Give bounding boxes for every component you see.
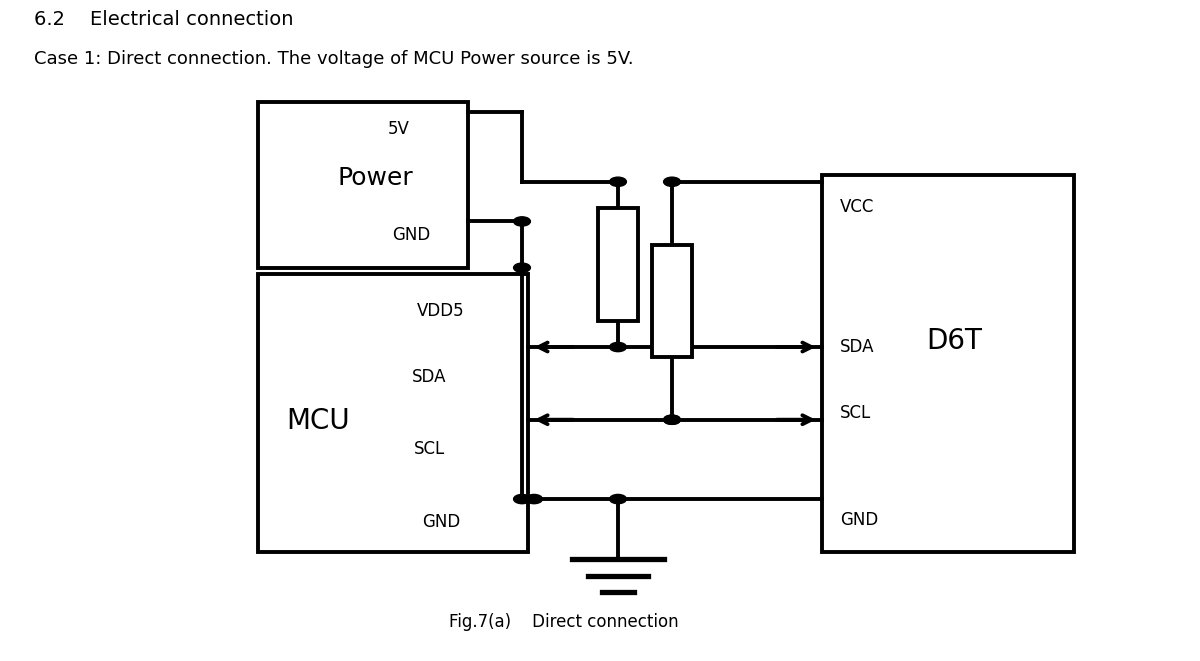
Text: GND: GND <box>422 513 460 531</box>
Text: GND: GND <box>392 225 430 244</box>
Bar <box>258 102 468 268</box>
Circle shape <box>514 217 530 226</box>
Circle shape <box>610 342 626 352</box>
Bar <box>258 274 528 552</box>
Circle shape <box>664 415 680 424</box>
Circle shape <box>610 494 626 504</box>
Circle shape <box>664 415 680 424</box>
Circle shape <box>526 494 542 504</box>
Text: 5V: 5V <box>388 120 410 138</box>
Circle shape <box>514 494 530 504</box>
Bar <box>598 208 638 321</box>
Text: 6.2    Electrical connection: 6.2 Electrical connection <box>34 10 293 29</box>
Text: SDA: SDA <box>840 338 875 356</box>
Circle shape <box>664 177 680 186</box>
Text: VCC: VCC <box>840 198 875 216</box>
Text: R: R <box>667 294 677 307</box>
Text: Power: Power <box>337 167 413 190</box>
Bar <box>822 175 1074 552</box>
Text: D6T: D6T <box>926 327 982 355</box>
Text: R: R <box>613 258 623 271</box>
Text: SCL: SCL <box>413 440 445 458</box>
Circle shape <box>514 263 530 272</box>
Text: GND: GND <box>840 511 878 529</box>
Bar <box>652 245 692 357</box>
Text: VDD5: VDD5 <box>418 301 464 320</box>
Text: SCL: SCL <box>840 403 871 422</box>
Text: SDA: SDA <box>412 368 446 386</box>
Text: Case 1: Direct connection. The voltage of MCU Power source is 5V.: Case 1: Direct connection. The voltage o… <box>34 50 634 67</box>
Text: MCU: MCU <box>286 407 350 436</box>
Circle shape <box>610 177 626 186</box>
Text: Fig.7(a)    Direct connection: Fig.7(a) Direct connection <box>449 613 679 631</box>
